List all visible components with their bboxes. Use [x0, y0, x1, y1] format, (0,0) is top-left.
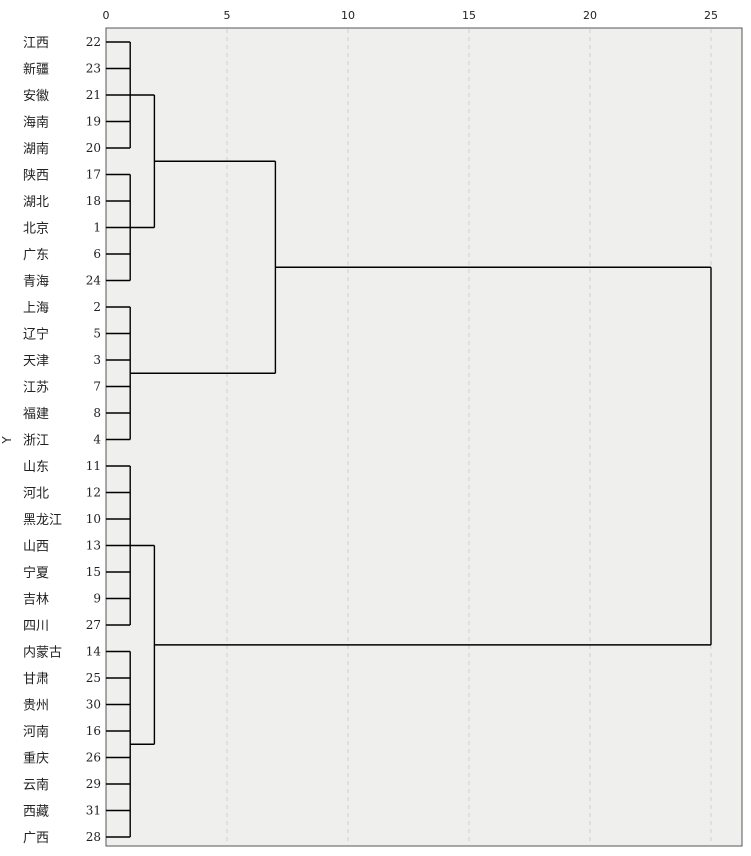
leaf-id: 31	[86, 804, 101, 818]
leaf-id: 11	[86, 459, 101, 473]
leaf-name: 浙江	[23, 434, 49, 449]
leaf-id: 12	[86, 486, 101, 500]
leaf-name: 天津	[23, 354, 49, 369]
leaf-id: 1	[93, 221, 101, 235]
leaf-id: 2	[93, 300, 101, 314]
leaf-id: 10	[86, 512, 101, 526]
leaf-name: 辽宁	[23, 327, 49, 343]
leaf-id: 29	[86, 777, 101, 791]
leaf-name: 河北	[23, 487, 49, 502]
leaf-id: 18	[86, 194, 101, 208]
leaf-name: 山东	[23, 460, 49, 475]
x-tick-label: 15	[462, 9, 476, 22]
leaf-name: 广西	[23, 831, 49, 846]
leaf-name: 湖北	[23, 195, 49, 210]
leaf-id: 26	[86, 751, 101, 765]
leaf-id: 5	[93, 327, 101, 341]
leaf-id: 13	[86, 539, 101, 553]
y-axis-label: Y	[0, 436, 14, 445]
leaf-name: 北京	[23, 222, 49, 237]
leaf-id: 3	[93, 353, 101, 367]
leaf-id: 27	[86, 618, 101, 632]
leaf-name: 四川	[23, 619, 49, 634]
leaf-name: 河南	[23, 724, 49, 740]
leaf-name: 湖南	[23, 141, 49, 157]
leaf-name: 云南	[23, 777, 49, 793]
leaf-id: 19	[86, 115, 101, 129]
plot-area	[105, 27, 743, 847]
leaf-id: 21	[86, 88, 101, 102]
x-tick-label: 20	[583, 9, 597, 22]
leaf-name: 广东	[23, 248, 49, 263]
leaf-id: 25	[86, 671, 101, 685]
leaf-name: 甘肃	[23, 672, 49, 687]
x-tick-label: 0	[103, 9, 110, 22]
leaf-name: 吉林	[23, 593, 49, 608]
leaf-name: 西藏	[23, 805, 49, 820]
leaf-name: 江苏	[23, 380, 49, 396]
x-tick-label: 25	[704, 9, 718, 22]
cluster-links	[106, 41, 712, 838]
leaf-name: 海南	[23, 115, 49, 131]
leaf-name: 内蒙古	[23, 645, 62, 661]
leaf-id: 9	[93, 592, 101, 606]
leaf-id: 14	[86, 645, 102, 659]
leaf-name: 福建	[23, 407, 49, 422]
leaf-name: 宁夏	[23, 565, 49, 581]
leaf-id: 23	[86, 62, 101, 76]
leaf-name: 青海	[23, 275, 49, 290]
leaf-id: 16	[86, 724, 101, 738]
leaf-name: 陕西	[23, 169, 49, 184]
leaf-id: 30	[86, 698, 101, 712]
merge-bracket-8	[154, 266, 712, 646]
leaf-id: 8	[93, 406, 101, 420]
leaf-id: 7	[93, 380, 101, 394]
leaf-id: 15	[86, 565, 101, 579]
leaf-id: 22	[86, 35, 101, 49]
x-tick-label: 5	[224, 9, 231, 22]
leaf-id: 20	[86, 141, 101, 155]
leaf-id: 6	[93, 247, 101, 261]
leaf-name: 上海	[23, 301, 49, 316]
leaf-name: 重庆	[23, 751, 49, 767]
x-tick-label: 10	[341, 9, 355, 22]
leaf-name: 山西	[23, 540, 49, 555]
leaf-name: 贵州	[23, 699, 49, 714]
leaf-id: 24	[86, 274, 102, 288]
leaf-name: 江西	[23, 36, 49, 51]
leaf-name: 新疆	[23, 62, 49, 78]
leaf-name: 黑龙江	[23, 513, 62, 528]
leaf-id: 4	[93, 433, 101, 447]
x-axis-ticks: 0 5 10 15 20 25	[103, 9, 719, 22]
leaf-id: 28	[86, 830, 101, 844]
leaf-name: 安徽	[23, 89, 49, 104]
leaf-id: 17	[86, 168, 101, 182]
